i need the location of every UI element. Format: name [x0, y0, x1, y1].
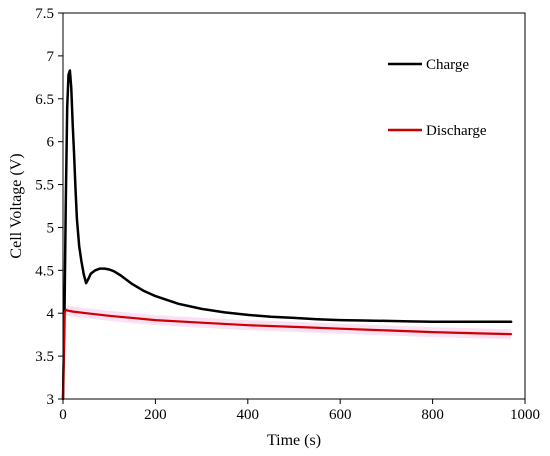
series-line-charge [61, 69, 513, 401]
y-tick-label: 4.5 [35, 263, 54, 279]
y-tick-label: 5 [47, 220, 55, 236]
y-tick-label: 3.5 [35, 349, 54, 365]
x-tick-label: 600 [329, 407, 352, 423]
plot-frame [62, 12, 526, 400]
legend-label-discharge: Discharge [426, 123, 487, 139]
y-tick-label: 7 [47, 49, 55, 65]
x-tick-label: 200 [144, 407, 167, 423]
y-axis-title: Cell Voltage (V) [8, 153, 25, 258]
plot-layer [61, 69, 513, 401]
axis-layer: 0 200 400 600 800 1000 3 3.5 4 4.5 5 5.5 6 6.5 7 7.5 Tim… [8, 6, 540, 449]
y-tick-label: 5.5 [35, 178, 54, 194]
series-line-discharge [61, 308, 513, 401]
legend-label-charge: Charge [426, 57, 469, 73]
y-tick-label: 6.5 [35, 92, 54, 108]
x-tick-label: 0 [59, 407, 67, 423]
x-axis-title: Time (s) [267, 432, 321, 449]
x-tick-label: 400 [237, 407, 260, 423]
legend: Charge Discharge [388, 57, 487, 139]
x-tick-label: 800 [421, 407, 444, 423]
y-tick-label: 6 [47, 135, 55, 151]
y-tick-label: 7.5 [35, 6, 54, 22]
y-tick-label: 3 [47, 392, 55, 408]
x-tick-label: 1000 [510, 407, 540, 423]
y-tick-label: 4 [47, 306, 55, 322]
